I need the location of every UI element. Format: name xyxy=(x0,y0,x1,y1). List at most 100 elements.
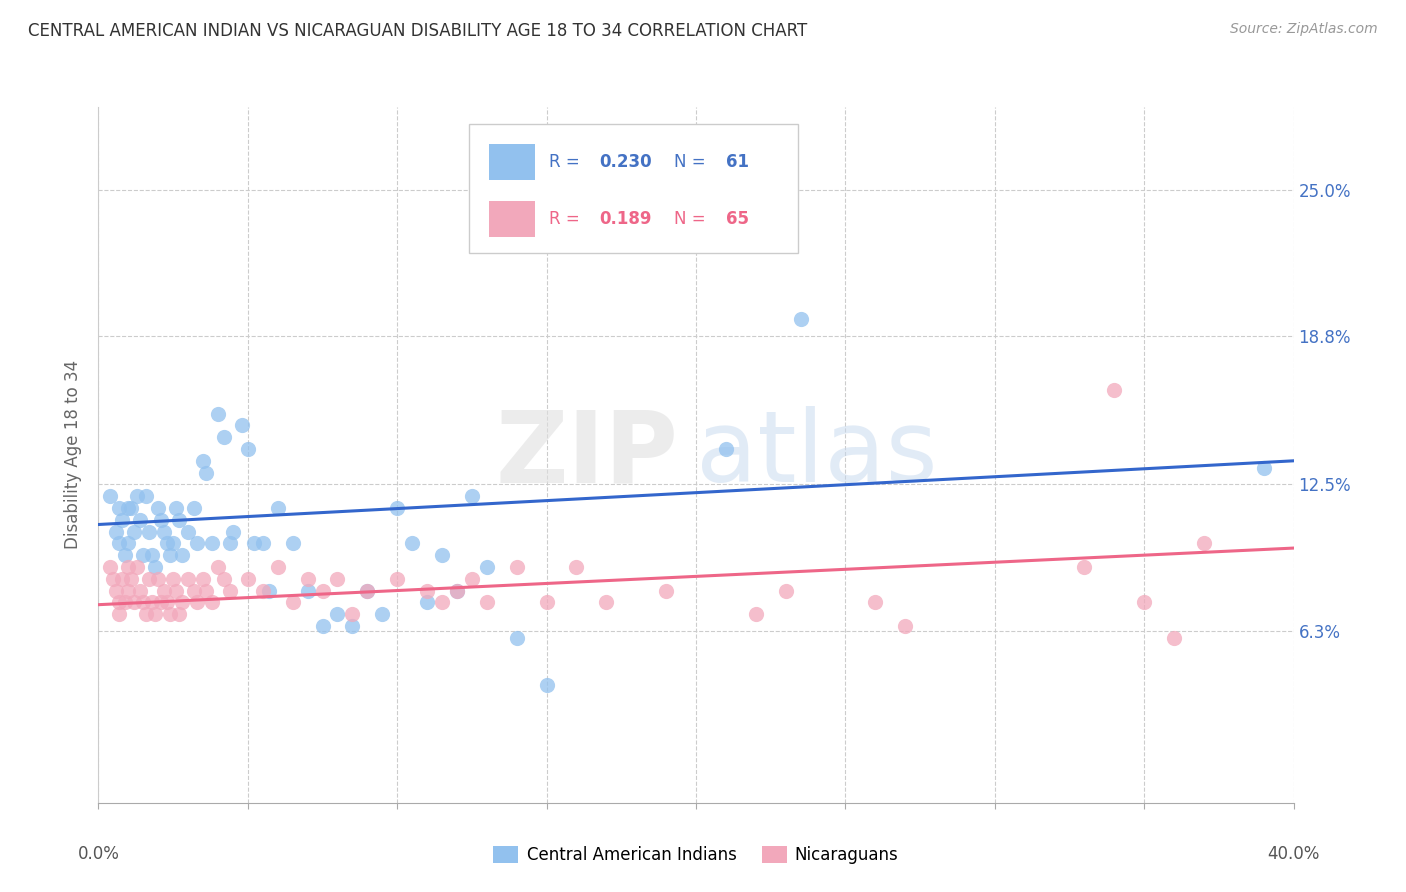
Point xyxy=(219,583,242,598)
Y-axis label: Disability Age 18 to 34: Disability Age 18 to 34 xyxy=(65,360,83,549)
Text: 65: 65 xyxy=(725,211,749,228)
Point xyxy=(100,560,122,574)
Point xyxy=(207,560,229,574)
Point xyxy=(1253,461,1275,475)
Point xyxy=(143,607,166,621)
Point xyxy=(111,513,134,527)
Point xyxy=(236,442,259,456)
Point xyxy=(127,489,149,503)
Text: 0.0%: 0.0% xyxy=(77,846,120,863)
Point xyxy=(894,619,917,633)
Point xyxy=(117,583,139,598)
Point xyxy=(789,312,811,326)
Point xyxy=(120,500,142,515)
Point xyxy=(129,513,152,527)
Point xyxy=(201,595,224,609)
Point xyxy=(222,524,245,539)
Point xyxy=(114,548,136,562)
Point xyxy=(138,572,160,586)
Point xyxy=(132,595,155,609)
Point xyxy=(191,454,214,468)
Point xyxy=(297,583,319,598)
Point xyxy=(385,500,409,515)
Point xyxy=(159,607,181,621)
Point xyxy=(342,607,364,621)
Point xyxy=(430,548,453,562)
Point xyxy=(342,619,364,633)
Point xyxy=(281,595,304,609)
Point xyxy=(595,595,617,609)
Point xyxy=(148,500,170,515)
Point xyxy=(257,583,280,598)
Point xyxy=(183,583,205,598)
Point xyxy=(148,572,170,586)
Point xyxy=(195,583,218,598)
Point xyxy=(105,583,128,598)
FancyBboxPatch shape xyxy=(470,124,797,253)
Point xyxy=(132,548,155,562)
Point xyxy=(356,583,378,598)
Point xyxy=(219,536,242,550)
Point xyxy=(108,607,131,621)
Point xyxy=(167,607,190,621)
Point xyxy=(326,572,349,586)
Point xyxy=(117,560,139,574)
Text: CENTRAL AMERICAN INDIAN VS NICARAGUAN DISABILITY AGE 18 TO 34 CORRELATION CHART: CENTRAL AMERICAN INDIAN VS NICARAGUAN DI… xyxy=(28,22,807,40)
Point xyxy=(281,536,304,550)
Point xyxy=(536,595,558,609)
Text: 40.0%: 40.0% xyxy=(1267,846,1320,863)
Point xyxy=(191,572,214,586)
Point xyxy=(195,466,218,480)
Point xyxy=(212,572,235,586)
Text: N =: N = xyxy=(675,211,711,228)
Point xyxy=(162,536,184,550)
Point xyxy=(207,407,229,421)
Point xyxy=(153,524,176,539)
Point xyxy=(565,560,588,574)
Point xyxy=(297,572,319,586)
Text: R =: R = xyxy=(548,211,585,228)
Point xyxy=(1163,631,1185,645)
Text: 0.189: 0.189 xyxy=(599,211,651,228)
Point xyxy=(430,595,453,609)
Point xyxy=(156,536,179,550)
Point xyxy=(165,583,187,598)
Text: Source: ZipAtlas.com: Source: ZipAtlas.com xyxy=(1230,22,1378,37)
Point xyxy=(1104,383,1126,397)
Point xyxy=(100,489,122,503)
Text: ZIP: ZIP xyxy=(495,407,678,503)
Point xyxy=(356,583,378,598)
FancyBboxPatch shape xyxy=(489,144,534,180)
Point xyxy=(714,442,737,456)
Point xyxy=(401,536,423,550)
Point xyxy=(141,548,163,562)
Text: N =: N = xyxy=(675,153,711,171)
Point xyxy=(201,536,224,550)
Point xyxy=(117,500,139,515)
Point xyxy=(186,536,208,550)
Point xyxy=(186,595,208,609)
Point xyxy=(138,524,160,539)
Point xyxy=(1073,560,1095,574)
Point xyxy=(1192,536,1215,550)
Point xyxy=(865,595,887,609)
Point xyxy=(326,607,349,621)
Point xyxy=(252,536,274,550)
Point xyxy=(252,583,274,598)
Point xyxy=(105,524,128,539)
Point xyxy=(129,583,152,598)
Point xyxy=(446,583,468,598)
Point xyxy=(311,619,333,633)
Point xyxy=(236,572,259,586)
Point xyxy=(143,560,166,574)
Point xyxy=(212,430,235,444)
Point xyxy=(108,595,131,609)
Point xyxy=(150,513,173,527)
Point xyxy=(446,583,468,598)
Point xyxy=(416,583,439,598)
Point xyxy=(311,583,333,598)
Point xyxy=(124,595,146,609)
Point xyxy=(371,607,394,621)
Point xyxy=(475,595,498,609)
Point xyxy=(172,548,194,562)
